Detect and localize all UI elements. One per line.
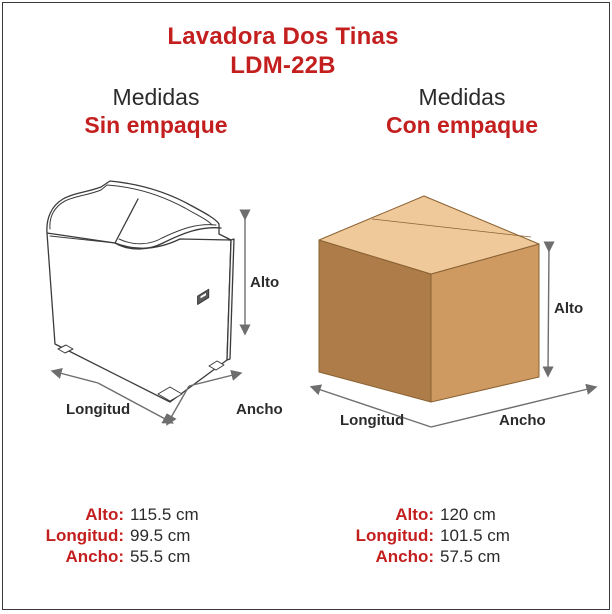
svg-text:Alto: Alto — [554, 300, 583, 317]
svg-text:Ancho: Ancho — [236, 401, 283, 418]
svg-text:Longitud: Longitud — [66, 401, 130, 418]
svg-text:Ancho: Ancho — [499, 412, 546, 429]
svg-text:Longitud: Longitud — [340, 412, 404, 429]
svg-text:Alto: Alto — [250, 274, 279, 291]
